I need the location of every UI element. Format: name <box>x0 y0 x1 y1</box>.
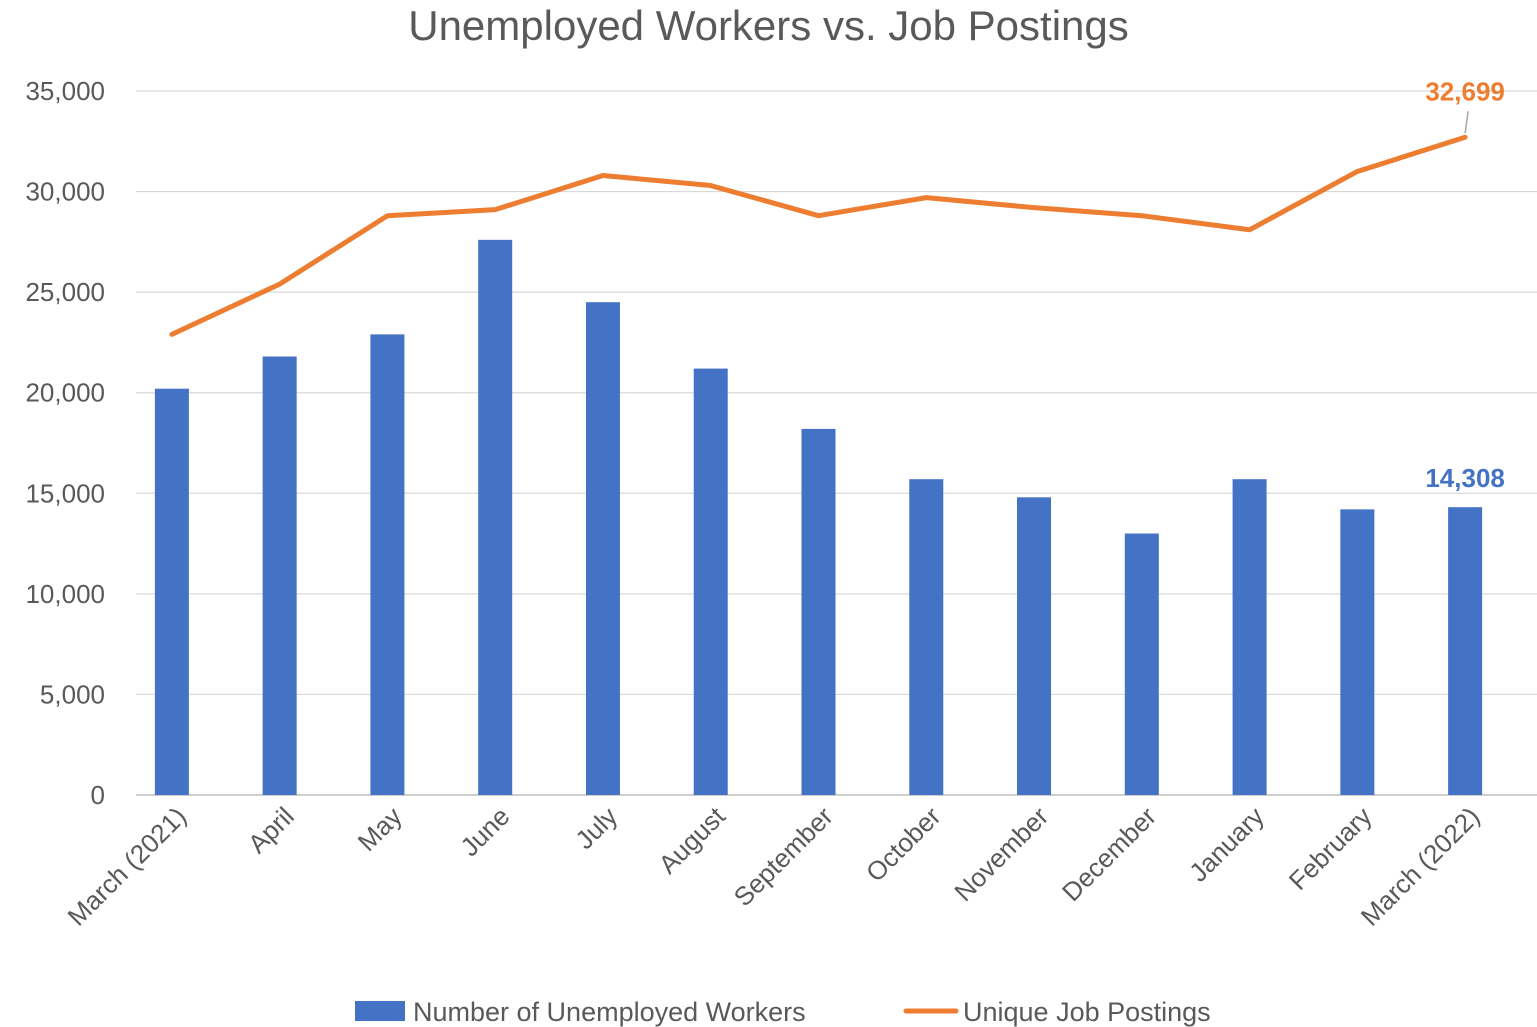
line-data-label: 32,699 <box>1425 76 1505 106</box>
bar <box>1124 533 1159 795</box>
x-tick-label: March (2021) <box>62 801 193 932</box>
bar <box>262 356 297 795</box>
data-label-leader <box>1464 111 1469 134</box>
bar <box>1017 497 1052 795</box>
y-tick-label: 25,000 <box>25 277 105 307</box>
y-tick-label: 20,000 <box>25 378 105 408</box>
bar <box>478 239 513 796</box>
x-tick-label: September <box>728 801 839 912</box>
y-tick-label: 30,000 <box>25 177 105 207</box>
bar-data-label: 14,308 <box>1425 463 1505 493</box>
x-tick-label: April <box>242 801 300 859</box>
bar <box>370 334 405 795</box>
legend-label: Number of Unemployed Workers <box>413 997 806 1027</box>
y-tick-label: 0 <box>91 780 105 810</box>
bar <box>585 302 620 795</box>
y-tick-label: 10,000 <box>25 579 105 609</box>
y-tick-label: 15,000 <box>25 478 105 508</box>
bar <box>909 479 944 795</box>
x-tick-label: November <box>948 801 1054 907</box>
x-tick-label: May <box>352 801 408 857</box>
x-tick-label: October <box>860 801 947 888</box>
bar <box>154 388 189 795</box>
y-tick-label: 35,000 <box>25 76 105 106</box>
legend-label: Unique Job Postings <box>963 997 1211 1027</box>
x-tick-label: February <box>1283 801 1378 896</box>
bar <box>1232 479 1267 795</box>
bar <box>1448 507 1483 795</box>
x-tick-label: July <box>569 801 623 855</box>
bar <box>801 428 836 795</box>
x-tick-label: December <box>1056 801 1162 907</box>
bar <box>1340 509 1375 795</box>
bar <box>693 368 728 795</box>
series-line <box>169 134 1468 337</box>
chart-title: Unemployed Workers vs. Job Postings <box>408 2 1129 49</box>
x-tick-label: June <box>454 801 515 862</box>
legend-swatch-bar <box>355 1001 405 1021</box>
y-tick-label: 5,000 <box>40 679 105 709</box>
x-tick-label: August <box>653 800 732 879</box>
x-tick-label: January <box>1183 801 1270 888</box>
